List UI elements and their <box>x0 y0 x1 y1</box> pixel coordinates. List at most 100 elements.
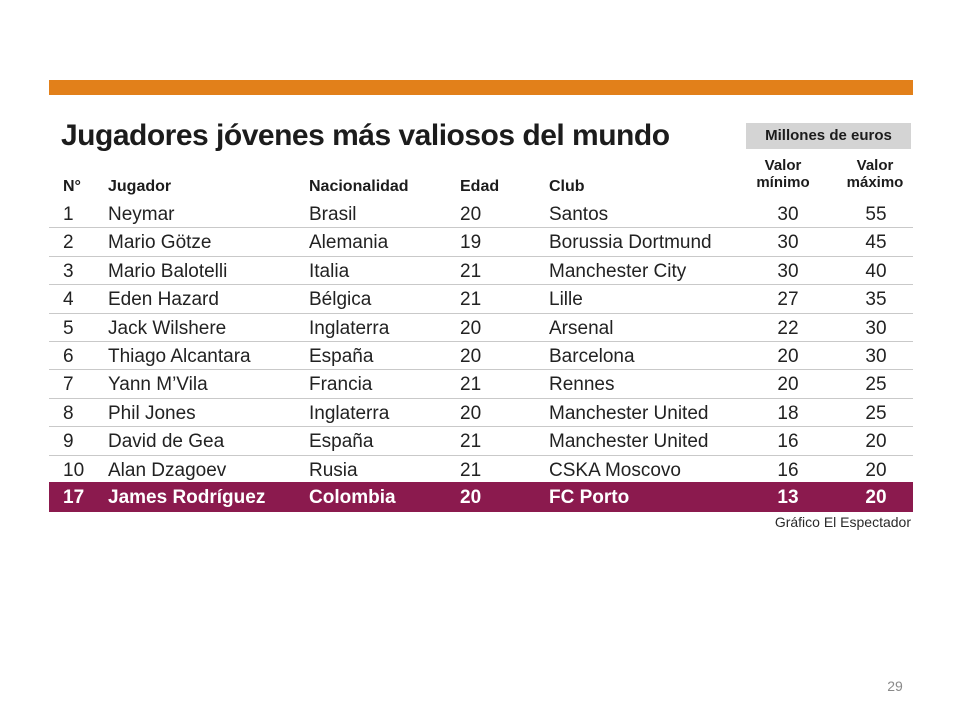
header-min-value-line2: mínimo <box>756 174 810 191</box>
cell-min-value: 22 <box>777 317 799 339</box>
cell-nationality: España <box>309 345 374 367</box>
cell-nationality: Italia <box>309 260 350 282</box>
page-number: 29 <box>887 678 903 694</box>
cell-nationality: Alemania <box>309 232 389 254</box>
header-age: Edad <box>460 178 500 195</box>
cell-max-value: 20 <box>865 459 887 481</box>
cell-max-value: 40 <box>865 260 887 282</box>
cell-rank: 6 <box>63 345 74 367</box>
table-row: 7 Yann M’Vila Francia 21 Rennes 20 25 <box>49 370 913 399</box>
cell-min-value: 20 <box>777 345 799 367</box>
cell-age: 21 <box>460 260 482 282</box>
highlight-row: 17 James Rodríguez Colombia 20 FC Porto … <box>49 482 913 512</box>
cell-rank: 8 <box>63 402 74 424</box>
cell-min-value: 16 <box>777 459 799 481</box>
cell-age: 20 <box>460 317 482 339</box>
table-row: 4 Eden Hazard Bélgica 21 Lille 27 35 <box>49 285 913 314</box>
table-graphic: Jugadores jóvenes más valiosos del mundo… <box>49 80 913 532</box>
cell-age: 21 <box>460 459 482 481</box>
cell-max-value: 30 <box>865 345 887 367</box>
highlight-age: 20 <box>460 487 482 508</box>
cell-min-value: 30 <box>777 232 799 254</box>
cell-max-value: 25 <box>865 402 887 424</box>
cell-nationality: Brasil <box>309 204 357 225</box>
header-max-value-line1: Valor <box>856 157 894 174</box>
table-row: 10 Alan Dzagoev Rusia 21 CSKA Moscovo 16… <box>49 456 913 484</box>
cell-max-value: 25 <box>865 374 887 396</box>
cell-club: Manchester United <box>549 431 709 453</box>
highlight-club: FC Porto <box>549 487 630 508</box>
source-credit: Gráfico El Espectador <box>774 514 911 530</box>
cell-club: Barcelona <box>549 345 635 367</box>
cell-min-value: 30 <box>777 204 799 225</box>
table-body: 1 Neymar Brasil 20 Santos 30 55 2 Mario … <box>49 200 913 484</box>
cell-rank: 2 <box>63 232 74 254</box>
cell-player: Phil Jones <box>108 402 196 424</box>
cell-club: Santos <box>549 204 609 225</box>
cell-nationality: Inglaterra <box>309 402 390 424</box>
cell-min-value: 18 <box>777 402 799 424</box>
cell-rank: 10 <box>63 459 85 481</box>
header-max-value-line2: máximo <box>846 174 904 191</box>
highlight-player: James Rodríguez <box>108 487 266 508</box>
cell-player: Mario Götze <box>108 232 212 254</box>
cell-player: Yann M’Vila <box>108 374 208 396</box>
table-row: 5 Jack Wilshere Inglaterra 20 Arsenal 22… <box>49 314 913 342</box>
cell-player: David de Gea <box>108 431 225 453</box>
table-row: 1 Neymar Brasil 20 Santos 30 55 <box>49 200 913 229</box>
highlight-nationality: Colombia <box>309 487 396 508</box>
cell-nationality: Francia <box>309 374 373 396</box>
cell-club: Manchester United <box>549 402 709 424</box>
cell-max-value: 20 <box>865 431 887 453</box>
table-row: 3 Mario Balotelli Italia 21 Manchester C… <box>49 257 913 286</box>
cell-club: Rennes <box>549 374 615 396</box>
cell-rank: 9 <box>63 431 74 453</box>
cell-max-value: 30 <box>865 317 887 339</box>
cell-player: Thiago Alcantara <box>108 345 251 367</box>
cell-age: 21 <box>460 431 482 453</box>
cell-max-value: 45 <box>865 232 887 254</box>
cell-rank: 7 <box>63 374 74 396</box>
cell-max-value: 55 <box>865 204 887 225</box>
cell-min-value: 20 <box>777 374 799 396</box>
cell-player: Alan Dzagoev <box>108 459 227 481</box>
table-title: Jugadores jóvenes más valiosos del mundo <box>61 119 670 152</box>
cell-age: 19 <box>460 232 482 254</box>
header-max-value: Valor máximo <box>835 157 915 191</box>
header-player: Jugador <box>108 178 172 195</box>
cell-player: Jack Wilshere <box>108 317 227 339</box>
cell-club: Lille <box>549 289 583 311</box>
highlight-max-value: 20 <box>865 487 887 508</box>
table-row: 8 Phil Jones Inglaterra 20 Manchester Un… <box>49 399 913 428</box>
table-row: 2 Mario Götze Alemania 19 Borussia Dortm… <box>49 228 913 257</box>
table-row: 6 Thiago Alcantara España 20 Barcelona 2… <box>49 342 913 371</box>
header-nationality: Nacionalidad <box>309 178 409 195</box>
cell-rank: 5 <box>63 317 74 339</box>
accent-bar <box>49 80 913 95</box>
table-row: 9 David de Gea España 21 Manchester Unit… <box>49 427 913 456</box>
cell-club: Borussia Dortmund <box>549 232 712 254</box>
cell-age: 20 <box>460 402 482 424</box>
cell-club: Manchester City <box>549 260 687 282</box>
highlight-min-value: 13 <box>777 487 799 508</box>
cell-rank: 1 <box>63 204 74 225</box>
header-min-value-line1: Valor <box>764 157 802 174</box>
cell-nationality: España <box>309 431 374 453</box>
cell-player: Eden Hazard <box>108 289 219 311</box>
cell-age: 20 <box>460 204 482 225</box>
header-club: Club <box>549 178 585 195</box>
cell-min-value: 27 <box>777 289 799 311</box>
cell-rank: 4 <box>63 289 74 311</box>
cell-age: 21 <box>460 289 482 311</box>
cell-max-value: 35 <box>865 289 887 311</box>
cell-age: 21 <box>460 374 482 396</box>
cell-age: 20 <box>460 345 482 367</box>
units-label: Millones de euros <box>746 123 911 149</box>
cell-player: Neymar <box>108 204 175 225</box>
cell-nationality: Rusia <box>309 459 358 481</box>
cell-min-value: 16 <box>777 431 799 453</box>
cell-nationality: Bélgica <box>309 289 372 311</box>
cell-min-value: 30 <box>777 260 799 282</box>
cell-player: Mario Balotelli <box>108 260 228 282</box>
highlight-rank: 17 <box>63 487 85 508</box>
